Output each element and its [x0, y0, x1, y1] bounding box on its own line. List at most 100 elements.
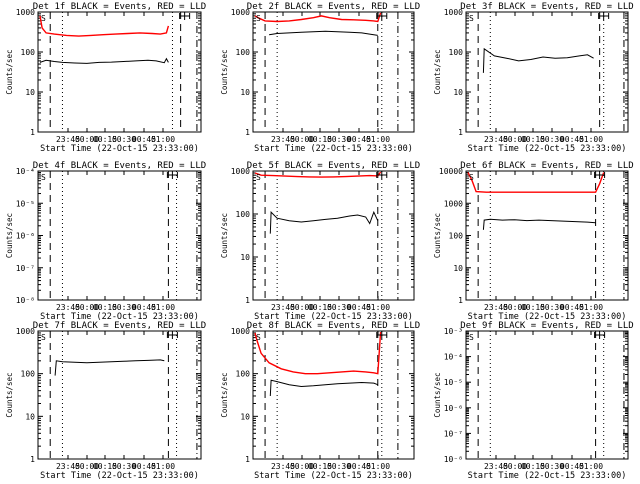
plot-frame	[252, 330, 415, 460]
x-tick-label: 23:45	[271, 462, 295, 471]
x-tick-label: 00:00	[290, 462, 314, 471]
series-line-1	[269, 379, 378, 397]
y-tick-label: 100	[449, 232, 464, 241]
y-tick-label: 10⁻⁶	[444, 404, 463, 413]
x-tick-label: 00:00	[503, 303, 527, 312]
x-tick-label: 00:00	[75, 135, 99, 144]
y-axis-label: Counts/sec	[433, 213, 442, 258]
chart-title: Det 9f BLACK = Events, RED = LLD	[460, 321, 633, 331]
marker-s-label: S	[469, 173, 474, 182]
x-axis-label: Start Time (22-Oct-15 23:33:00)	[468, 144, 627, 154]
x-tick-label: 00:15	[93, 462, 117, 471]
plot-frame	[37, 11, 202, 133]
x-tick-label: 00:00	[503, 135, 527, 144]
chart-title: Det 5f BLACK = Events, RED = LLD	[247, 161, 420, 171]
x-tick-label: 01:00	[366, 135, 390, 144]
chart-panel-8: Det 8f BLACK = Events, RED = LLD 1 10 100 10…	[220, 321, 420, 481]
plot-frame	[37, 330, 202, 460]
chart-title: Det 3f BLACK = Events, RED = LLD	[460, 2, 633, 12]
x-tick-label: 00:15	[521, 303, 545, 312]
series-line-1	[269, 30, 378, 36]
y-tick-label: 10	[240, 88, 250, 97]
x-tick-label: 00:00	[290, 135, 314, 144]
x-tick-label: 00:30	[112, 135, 136, 144]
marker-s-label: S	[256, 333, 261, 342]
x-tick-label: 00:45	[347, 135, 371, 144]
x-axis-label: Start Time (22-Oct-15 23:33:00)	[468, 312, 627, 322]
y-tick-label: 100	[21, 48, 36, 57]
errorbar-marker	[179, 12, 191, 20]
y-tick-label: 1000	[231, 8, 250, 17]
x-axis-label: Start Time (22-Oct-15 23:33:00)	[40, 144, 199, 154]
x-tick-label: 00:30	[327, 135, 351, 144]
x-axis-label: Start Time (22-Oct-15 23:33:00)	[468, 471, 627, 480]
x-tick-label: 00:00	[290, 303, 314, 312]
series-line-2	[254, 171, 382, 178]
x-tick-label: 00:30	[112, 462, 136, 471]
x-tick-label: 01:00	[151, 462, 175, 471]
x-tick-label: 00:45	[347, 303, 371, 312]
y-tick-label: 1000	[231, 327, 250, 336]
y-tick-label: 10⁻⁷	[16, 264, 35, 273]
x-tick-label: 01:00	[579, 135, 603, 144]
errorbar-marker	[376, 331, 388, 339]
x-tick-label: 00:30	[540, 462, 564, 471]
x-tick-label: 00:30	[540, 303, 564, 312]
y-axis-label: Counts/sec	[433, 49, 442, 94]
y-tick-label: 10⁻³	[444, 327, 463, 336]
x-tick-label: 00:45	[132, 462, 156, 471]
y-tick-label: 1000	[16, 8, 35, 17]
x-axis-label: Start Time (22-Oct-15 23:33:00)	[254, 312, 413, 322]
y-tick-label: 10	[240, 253, 250, 262]
x-tick-label: 00:15	[308, 135, 332, 144]
chart-panel-1: Det 1f BLACK = Events, RED = LLD 1 10 100 10…	[5, 2, 206, 154]
errorbar-marker	[376, 12, 388, 20]
y-tick-label: 100	[449, 48, 464, 57]
x-tick-label: 23:45	[484, 462, 508, 471]
x-tick-label: 00:45	[560, 135, 584, 144]
x-axis-label: Start Time (22-Oct-15 23:33:00)	[254, 471, 413, 480]
y-tick-label: 1	[30, 128, 35, 137]
y-tick-label: 1000	[231, 167, 250, 176]
y-tick-label: 10⁻⁷	[444, 429, 463, 438]
y-axis-label: Counts/sec	[220, 213, 229, 258]
y-tick-label: 1	[245, 128, 250, 137]
plot-frame	[465, 11, 629, 133]
x-tick-label: 01:00	[151, 303, 175, 312]
y-tick-label: 100	[236, 210, 251, 219]
x-tick-label: 00:30	[112, 303, 136, 312]
x-tick-label: 00:15	[308, 462, 332, 471]
x-tick-label: 23:45	[271, 135, 295, 144]
y-tick-label: 1000	[444, 199, 463, 208]
chart-panel-7: Det 7f BLACK = Events, RED = LLD 1 10 100 10…	[5, 321, 206, 481]
x-tick-label: 00:30	[327, 462, 351, 471]
y-tick-label: 10	[25, 88, 35, 97]
x-tick-label: 01:00	[151, 135, 175, 144]
x-tick-label: 00:15	[308, 303, 332, 312]
x-tick-label: 23:45	[271, 303, 295, 312]
marker-s-label: S	[469, 14, 474, 23]
x-tick-label: 01:00	[366, 462, 390, 471]
x-tick-label: 23:45	[484, 303, 508, 312]
marker-s-label: S	[41, 173, 46, 182]
x-tick-label: 00:45	[132, 303, 156, 312]
x-tick-label: 01:00	[579, 462, 603, 471]
y-tick-label: 10⁻⁸	[16, 296, 35, 305]
x-tick-label: 00:45	[560, 303, 584, 312]
y-tick-label: 10⁻⁸	[444, 455, 463, 464]
y-tick-label: 10⁻⁴	[444, 353, 463, 362]
marker-s-label: S	[469, 333, 474, 342]
y-tick-label: 1000	[16, 327, 35, 336]
y-tick-label: 1	[30, 455, 35, 464]
y-tick-label: 100	[236, 48, 251, 57]
x-tick-label: 23:45	[56, 462, 80, 471]
x-tick-label: 00:00	[503, 462, 527, 471]
chart-panel-9: Det 9f BLACK = Events, RED = LLD 10⁻⁸ 10⁻⁷…	[433, 321, 634, 481]
series-line-1	[54, 359, 165, 376]
x-tick-label: 00:15	[521, 462, 545, 471]
y-tick-label: 10	[453, 88, 463, 97]
marker-s-label: S	[256, 14, 261, 23]
y-tick-label: 10⁻⁴	[16, 167, 35, 176]
y-tick-label: 1	[245, 296, 250, 305]
y-tick-label: 10	[453, 264, 463, 273]
